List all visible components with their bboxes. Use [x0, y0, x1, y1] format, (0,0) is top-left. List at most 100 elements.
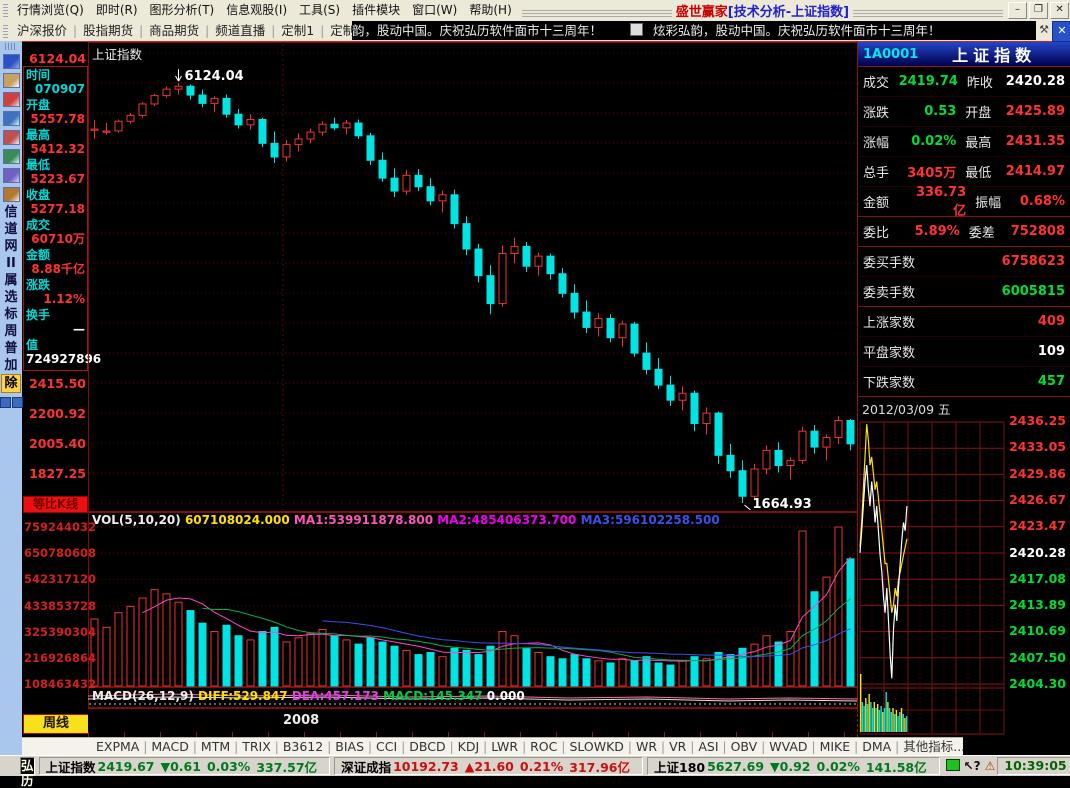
folder-icon[interactable] — [2, 130, 20, 145]
tab-KDJ[interactable]: KDJ — [457, 739, 480, 754]
volume-bar — [822, 576, 831, 687]
sidebar-item-信[interactable]: 信 — [4, 205, 18, 220]
tab-TRIX[interactable]: TRIX — [242, 739, 271, 754]
candle-body — [174, 85, 183, 90]
tab-OBV[interactable]: OBV — [730, 739, 758, 754]
volume-bar — [834, 526, 843, 687]
tab-CCI[interactable]: CCI — [376, 739, 398, 754]
volume-bar — [642, 656, 651, 687]
window-icon[interactable] — [2, 73, 20, 88]
tab-其他指标...[interactable]: 其他指标... — [903, 739, 966, 754]
brand-badge[interactable]: 弘历 — [20, 757, 35, 788]
sidebar-item-属[interactable]: 属 — [4, 273, 18, 288]
menu-item[interactable]: 即时(R) — [95, 2, 138, 17]
log-scale-button[interactable]: 等比K线 — [23, 496, 88, 513]
info-label: 收盘 — [26, 188, 51, 202]
minimize-button[interactable]: – — [1008, 1, 1028, 19]
sidebar-item-普[interactable]: 普 — [4, 341, 18, 356]
toolbar-button[interactable]: 沪深报价 — [17, 22, 68, 38]
marquee-close-icon[interactable]: ✕ — [1052, 21, 1070, 42]
tab-VR[interactable]: VR — [669, 739, 687, 754]
sidebar-item-标[interactable]: 标 — [4, 307, 18, 322]
alert-icon[interactable]: ⚠ — [984, 759, 996, 773]
quote-value: 2420.28 — [1005, 74, 1065, 89]
toolbar-button[interactable]: 频道直播 — [215, 22, 266, 38]
menu-item[interactable]: 插件模块 — [352, 2, 401, 17]
tab-BIAS[interactable]: BIAS — [335, 739, 364, 754]
vol-indicator-name: VOL(5,10,20) — [92, 513, 181, 527]
toolbar-button[interactable]: 商品期货 — [149, 22, 200, 38]
restore-button[interactable]: ❐ — [1029, 1, 1049, 19]
sidebar-item-网[interactable]: 网 — [4, 239, 18, 254]
tab-B3612[interactable]: B3612 — [282, 739, 324, 754]
peak-arrow — [178, 75, 182, 82]
period-weekly-button[interactable]: 周线 — [23, 714, 89, 734]
menu-item[interactable]: 信息观股(I) — [226, 2, 288, 17]
tab-WVAD[interactable]: WVAD — [769, 739, 808, 754]
network-status-icon[interactable] — [945, 758, 960, 774]
marquee-settings-icon[interactable]: ⚒ — [1036, 21, 1052, 40]
wave-icon[interactable] — [2, 92, 20, 107]
sidebar-grip[interactable] — [5, 43, 17, 50]
menu-item[interactable]: 图形分析(T) — [149, 2, 215, 17]
tab-ASI[interactable]: ASI — [698, 739, 719, 754]
quote-label: 上涨家数 — [863, 316, 916, 331]
volume-bar — [354, 643, 363, 687]
tab-MIKE[interactable]: MIKE — [819, 739, 851, 754]
intraday-price-label: 2407.50 — [1009, 649, 1066, 665]
sidebar-item-除[interactable]: 除 — [1, 374, 21, 393]
volume-bar — [558, 658, 567, 687]
trend-icon[interactable] — [2, 149, 20, 164]
volume-bar — [210, 631, 219, 687]
tab-EXPMA[interactable]: EXPMA — [96, 739, 140, 754]
sidebar-item-加[interactable]: 加 — [4, 358, 18, 373]
tab-MTM[interactable]: MTM — [200, 739, 231, 754]
intraday-volume-bar — [873, 702, 875, 732]
sidebar-item-选[interactable]: 选 — [4, 290, 18, 305]
candlestick-chart[interactable]: 6124.04 1664.93 — [88, 42, 858, 512]
volume-bar — [222, 624, 231, 687]
sidebar-item-II[interactable]: II — [6, 256, 16, 271]
tab-DBCD[interactable]: DBCD — [409, 739, 446, 754]
intraday-volume-bar — [900, 708, 903, 732]
candle-body — [498, 252, 507, 305]
tab-LWR[interactable]: LWR — [491, 739, 519, 754]
tab-DMA[interactable]: DMA — [862, 739, 892, 754]
vol-ma1: MA1:539911878.800 — [293, 513, 434, 527]
tab-ROC[interactable]: ROC — [530, 739, 558, 754]
flag-icon[interactable] — [2, 168, 20, 183]
macd-chart[interactable] — [88, 687, 858, 708]
tab-separator: | — [192, 739, 197, 754]
quote-rows: 成交 2419.74 昨收 2420.28 涨跌 0.53 开盘 2425.89 涨幅 0.02%… — [858, 67, 1070, 397]
toolbar-grip[interactable] — [3, 3, 8, 17]
intraday-volume-bar — [875, 708, 877, 732]
menu-item[interactable]: 工具(S) — [299, 2, 341, 17]
toolbar-button[interactable]: 股指期货 — [83, 22, 134, 38]
toolbar-button[interactable]: 定制1 — [281, 22, 315, 38]
volume-bar — [138, 597, 147, 687]
sidebar-item-周[interactable]: 周 — [4, 324, 18, 339]
menu-item[interactable]: 帮助(H) — [469, 2, 512, 17]
volume-bar — [390, 645, 399, 687]
toolbar-separator: | — [271, 23, 276, 38]
intraday-price-label: 2420.28 — [1009, 544, 1066, 560]
candle-body — [666, 384, 675, 401]
tab-WR[interactable]: WR — [635, 739, 658, 754]
toolbar-grip[interactable] — [3, 23, 8, 38]
tab-MACD[interactable]: MACD — [151, 739, 189, 754]
kline-icon[interactable] — [2, 111, 20, 126]
pointer-icon[interactable] — [2, 54, 20, 69]
hand-icon[interactable] — [2, 187, 20, 202]
menu-item[interactable]: 窗口(W) — [412, 2, 458, 17]
mini-button[interactable] — [0, 397, 11, 408]
help-cursor-icon[interactable]: ↖? — [963, 759, 981, 773]
intraday-mini-chart[interactable] — [858, 418, 1070, 737]
mini-button[interactable] — [11, 397, 23, 408]
close-button[interactable]: ✕ — [1050, 1, 1070, 19]
tab-SLOWKD[interactable]: SLOWKD — [569, 739, 624, 754]
sidebar-item-道[interactable]: 道 — [4, 222, 18, 237]
volume-bar — [294, 637, 303, 687]
menu-item[interactable]: 行情浏览(Q) — [17, 2, 84, 17]
quote-row: 平盘家数 109 — [858, 337, 1070, 367]
volume-chart[interactable] — [88, 512, 858, 687]
